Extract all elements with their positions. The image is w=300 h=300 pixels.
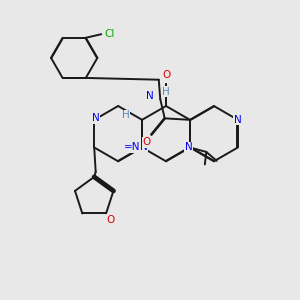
Text: N: N [234,115,242,125]
Text: Cl: Cl [104,29,115,39]
Text: =N: =N [123,142,140,152]
Text: O: O [143,137,151,147]
Text: N: N [92,113,100,123]
Text: H: H [162,87,170,97]
Text: N: N [184,142,192,152]
Text: N: N [140,142,147,152]
Text: O: O [106,215,115,225]
Text: O: O [162,70,170,80]
Text: N: N [146,91,154,101]
Text: H: H [122,110,130,120]
